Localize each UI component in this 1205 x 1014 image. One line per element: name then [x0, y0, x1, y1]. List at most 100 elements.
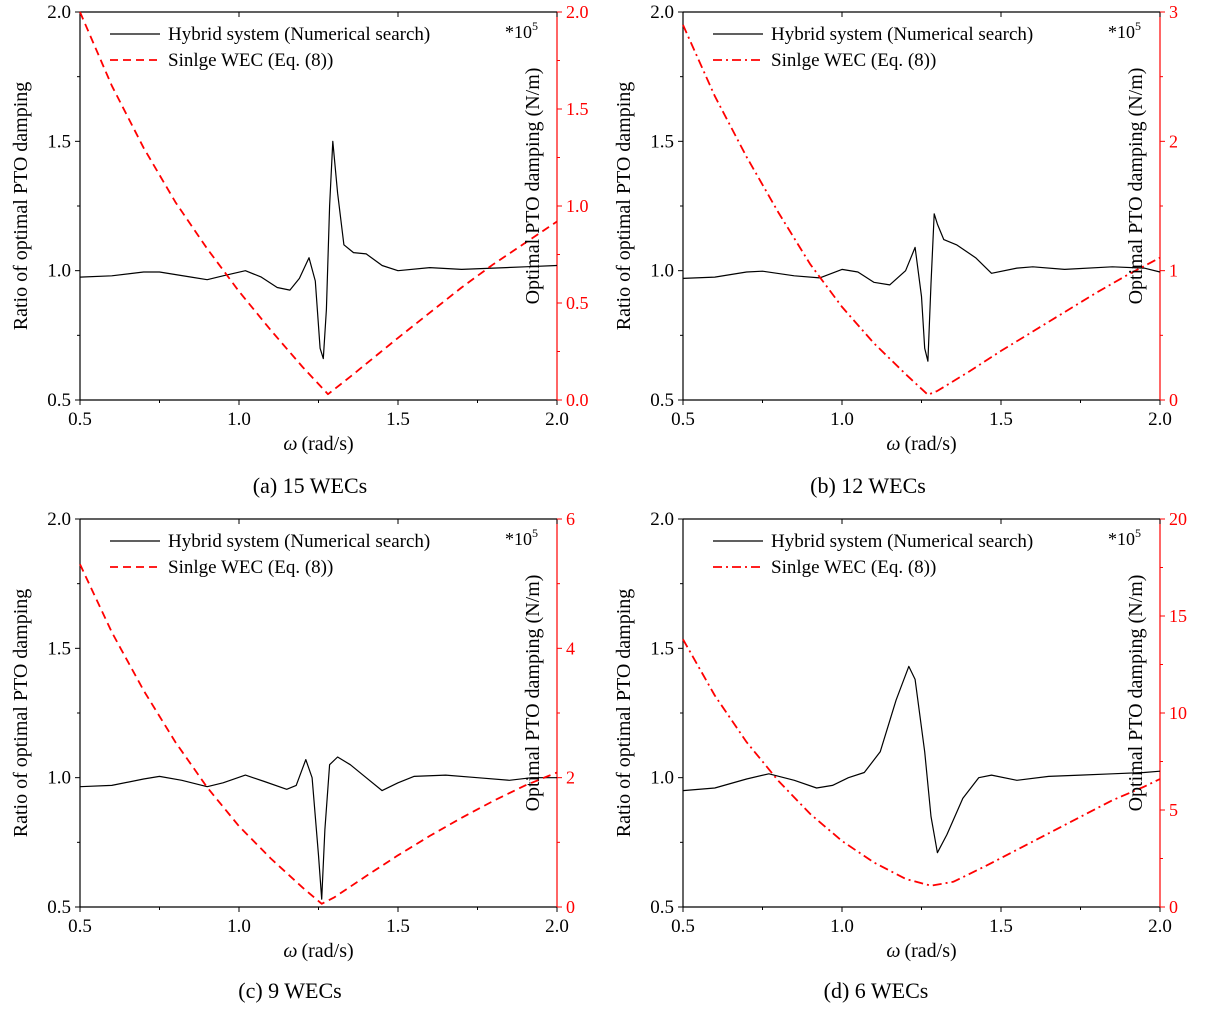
y-tick-label: 1.0: [47, 768, 71, 789]
y2-multiplier-exponent: 5: [1135, 526, 1141, 540]
x-tick-label: 2.0: [545, 916, 569, 937]
y2-tick-label: 0: [1169, 897, 1178, 917]
series-single-wec-line: [79, 563, 558, 905]
series-hybrid-line: [79, 140, 558, 360]
x-axis-label: ω (rad/s): [283, 433, 353, 455]
y2-multiplier-label: *105: [505, 526, 538, 549]
y2-axis-label: Optimal PTO damping (N/m): [522, 575, 544, 812]
x-tick-label: 1.5: [989, 409, 1013, 430]
legend-label-single-wec: Sinlge WEC (Eq. (8)): [168, 557, 333, 578]
y-tick-label: 1.5: [47, 131, 71, 152]
x-axis-label-symbol: ω: [886, 433, 900, 455]
y2-multiplier-exponent: 5: [532, 526, 538, 540]
y-tick-label: 1.0: [47, 261, 71, 282]
x-tick-label: 0.5: [671, 916, 695, 937]
legend-label-hybrid: Hybrid system (Numerical search): [771, 24, 1033, 45]
y-tick-label: 2.0: [47, 509, 71, 530]
y2-tick-label: 2.0: [566, 2, 589, 22]
y2-multiplier-label: *105: [505, 19, 538, 42]
y2-tick-label: 0: [1169, 390, 1178, 410]
caption-c: (c) 9 WECs: [238, 978, 342, 1003]
y2-tick-label: 10: [1169, 703, 1187, 723]
legend-label-single-wec: Sinlge WEC (Eq. (8)): [771, 557, 936, 578]
legend-label-hybrid: Hybrid system (Numerical search): [771, 531, 1033, 552]
y-axis-label: Ratio of optimal PTO damping: [10, 589, 32, 838]
y-tick-label: 1.0: [650, 768, 674, 789]
x-axis-label: ω (rad/s): [283, 940, 353, 962]
legend-label-single-wec: Sinlge WEC (Eq. (8)): [771, 50, 936, 71]
series-hybrid-line: [682, 665, 1161, 854]
x-tick-label: 2.0: [545, 409, 569, 430]
y2-tick-label: 0.5: [566, 293, 589, 313]
y2-axis-label: Optimal PTO damping (N/m): [1125, 68, 1147, 305]
x-tick-label: 1.0: [227, 409, 251, 430]
x-axis-label-units: (rad/s): [904, 433, 956, 455]
legend-label-hybrid: Hybrid system (Numerical search): [168, 24, 430, 45]
x-tick-label: 2.0: [1148, 409, 1172, 430]
y2-tick-label: 5: [1169, 800, 1178, 820]
x-axis-label-units: (rad/s): [301, 433, 353, 455]
y2-tick-label: 3: [1169, 2, 1178, 22]
y2-tick-label: 6: [566, 509, 575, 529]
caption-d: (d) 6 WECs: [823, 978, 929, 1003]
y-axis-label: Ratio of optimal PTO damping: [10, 82, 32, 331]
y-tick-label: 1.5: [47, 638, 71, 659]
x-axis-label-symbol: ω: [886, 940, 900, 962]
y2-tick-label: 1.0: [566, 196, 589, 216]
x-tick-label: 1.0: [830, 916, 854, 937]
x-tick-label: 0.5: [671, 409, 695, 430]
x-axis-label-units: (rad/s): [301, 940, 353, 962]
y-tick-label: 1.5: [650, 638, 674, 659]
y-tick-label: 0.5: [650, 390, 674, 411]
y-tick-label: 2.0: [650, 509, 674, 530]
y-tick-label: 0.5: [47, 897, 71, 918]
y2-tick-label: 2: [1169, 131, 1178, 151]
caption-b: (b) 12 WECs: [810, 473, 926, 498]
x-tick-label: 0.5: [68, 916, 92, 937]
y2-tick-label: 4: [566, 638, 575, 658]
y-tick-label: 0.5: [650, 897, 674, 918]
y-tick-label: 1.0: [650, 261, 674, 282]
series-hybrid-line: [79, 756, 557, 900]
panel-c: 0.5 1.0 1.5 2.0 0.5 1.0 1.5 2.0 0 2 4 6 Hybrid syste…: [0, 507, 603, 1014]
x-axis-label-symbol: ω: [283, 940, 297, 962]
y2-tick-label: 0: [566, 897, 575, 917]
y2-multiplier-exponent: 5: [532, 19, 538, 33]
caption-a: (a) 15 WECs: [252, 473, 368, 498]
y2-multiplier-exponent: 5: [1135, 19, 1141, 33]
y-tick-label: 2.0: [650, 2, 674, 23]
y2-tick-label: 0.0: [566, 390, 589, 410]
x-tick-label: 1.5: [386, 409, 410, 430]
x-tick-label: 1.0: [227, 916, 251, 937]
y2-axis-label: Optimal PTO damping (N/m): [1125, 575, 1147, 812]
panel-b: 0.5 1.0 1.5 2.0 0.5 1.0 1.5 2.0 0 1 2 3 Hybrid syste…: [603, 0, 1205, 507]
x-axis-label: ω (rad/s): [886, 940, 956, 962]
x-tick-label: 2.0: [1148, 916, 1172, 937]
y-tick-label: 1.5: [650, 131, 674, 152]
series-single-wec-line: [682, 638, 1161, 887]
chart-a: 0.5 1.0 1.5 2.00.51.01.52.00.00.51.01.52.0H…: [10, 2, 589, 455]
x-tick-label: 1.5: [386, 916, 410, 937]
x-tick-label: 0.5: [68, 409, 92, 430]
series-hybrid-line: [682, 213, 1161, 362]
y-tick-label: 0.5: [47, 390, 71, 411]
y2-axis-label: Optimal PTO damping (N/m): [522, 68, 544, 305]
legend-label-hybrid: Hybrid system (Numerical search): [168, 531, 430, 552]
y2-multiplier-label: *105: [1108, 526, 1141, 549]
y-axis-label: Ratio of optimal PTO damping: [613, 589, 635, 838]
x-tick-label: 1.0: [830, 409, 854, 430]
y2-multiplier-label: *105: [1108, 19, 1141, 42]
y2-tick-label: 15: [1169, 606, 1187, 626]
y-tick-label: 2.0: [47, 2, 71, 23]
x-axis-label-symbol: ω: [283, 433, 297, 455]
y2-tick-label: 1: [1169, 261, 1178, 281]
x-tick-label: 1.5: [989, 916, 1013, 937]
panel-d: 0.5 1.0 1.5 2.0 0.5 1.0 1.5 2.0 0 5 10 15 20 Hybrid s…: [603, 507, 1205, 1014]
y2-tick-label: 20: [1169, 509, 1187, 529]
x-axis-label: ω (rad/s): [886, 433, 956, 455]
y2-tick-label: 1.5: [566, 99, 589, 119]
series-single-wec-line: [682, 24, 1161, 396]
